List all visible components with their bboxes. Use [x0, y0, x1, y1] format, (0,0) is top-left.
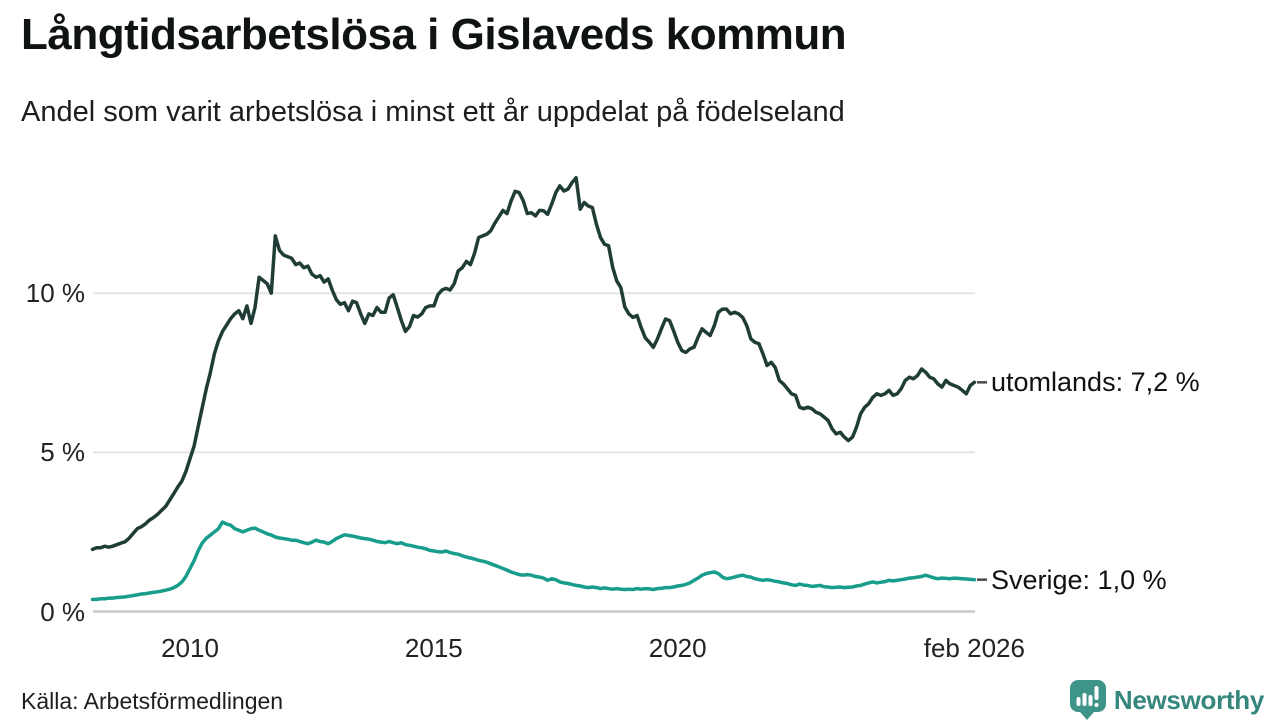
series-line-utomlands [90, 175, 977, 552]
bar-chart-pin-icon [1069, 680, 1106, 720]
series-line-Sverige [90, 520, 977, 602]
page-title: Långtidsarbetslösa i Gislaveds kommun [21, 10, 847, 59]
newsworthy-logo: Newsworthy [1069, 680, 1264, 720]
source-note: Källa: Arbetsförmedlingen [21, 688, 284, 714]
logo-wordmark: Newsworthy [1113, 684, 1264, 715]
page-subtitle: Andel som varit arbetslösa i minst ett å… [21, 96, 845, 128]
